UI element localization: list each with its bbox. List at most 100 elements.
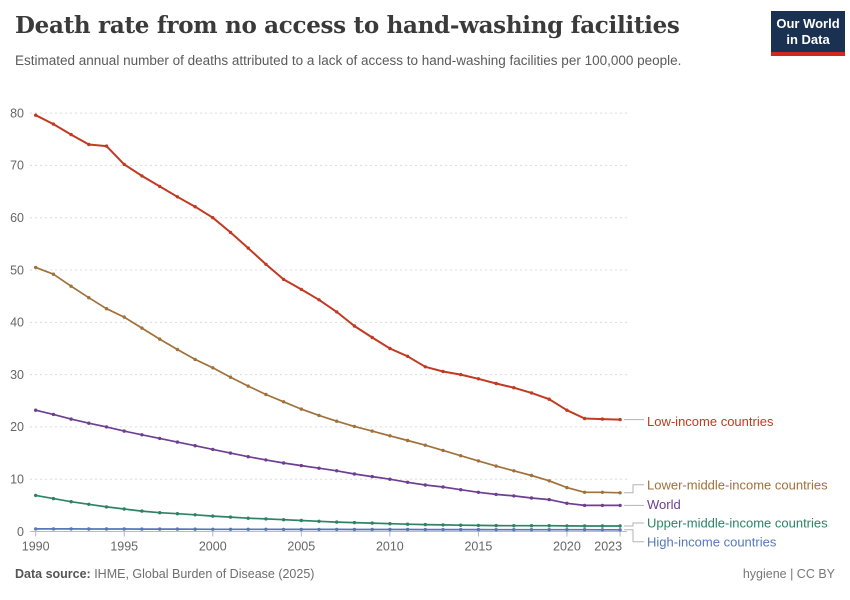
data-point[interactable] bbox=[69, 417, 73, 421]
data-point[interactable] bbox=[299, 287, 303, 292]
data-point[interactable] bbox=[281, 461, 286, 465]
data-point[interactable] bbox=[317, 298, 321, 302]
data-point[interactable] bbox=[122, 162, 126, 167]
data-point[interactable] bbox=[175, 195, 180, 199]
data-point[interactable] bbox=[582, 524, 587, 528]
data-point[interactable] bbox=[582, 416, 587, 421]
data-point[interactable] bbox=[246, 455, 250, 459]
entity-label-low-income-countries[interactable]: Low-income countries bbox=[647, 414, 774, 429]
data-point[interactable] bbox=[459, 488, 463, 492]
data-point[interactable] bbox=[547, 497, 551, 502]
data-point[interactable] bbox=[158, 511, 162, 515]
data-point[interactable] bbox=[34, 265, 38, 270]
data-point[interactable] bbox=[582, 528, 587, 532]
data-point[interactable] bbox=[352, 424, 357, 429]
data-point[interactable] bbox=[494, 523, 498, 528]
data-point[interactable] bbox=[246, 384, 250, 388]
data-point[interactable] bbox=[281, 527, 286, 532]
data-point[interactable] bbox=[51, 496, 56, 501]
data-point[interactable] bbox=[281, 400, 286, 404]
data-point[interactable] bbox=[211, 527, 215, 531]
series-high-income-countries[interactable] bbox=[34, 527, 622, 532]
data-point[interactable] bbox=[140, 326, 144, 330]
data-point[interactable] bbox=[264, 262, 268, 266]
data-point[interactable] bbox=[104, 527, 109, 531]
data-point[interactable] bbox=[228, 375, 233, 379]
data-point[interactable] bbox=[87, 142, 91, 147]
license-link[interactable]: hygiene | CC BY bbox=[742, 567, 835, 581]
data-point[interactable] bbox=[158, 337, 162, 341]
data-point[interactable] bbox=[529, 473, 534, 478]
data-point[interactable] bbox=[211, 366, 215, 370]
data-point[interactable] bbox=[476, 490, 481, 494]
data-point[interactable] bbox=[122, 429, 126, 433]
data-point[interactable] bbox=[228, 515, 233, 519]
data-point[interactable] bbox=[441, 523, 445, 527]
data-point[interactable] bbox=[158, 436, 162, 441]
series-line[interactable] bbox=[34, 528, 621, 531]
data-point[interactable] bbox=[512, 469, 516, 473]
data-point[interactable] bbox=[618, 528, 622, 532]
data-point[interactable] bbox=[34, 408, 38, 412]
data-point[interactable] bbox=[87, 502, 91, 506]
data-point[interactable] bbox=[565, 485, 569, 490]
series-line[interactable] bbox=[34, 266, 621, 494]
data-point[interactable] bbox=[618, 491, 622, 495]
data-point[interactable] bbox=[246, 527, 250, 531]
data-point[interactable] bbox=[69, 527, 73, 531]
series-world[interactable] bbox=[34, 408, 622, 508]
data-point[interactable] bbox=[193, 513, 197, 517]
data-point[interactable] bbox=[264, 517, 268, 521]
data-point[interactable] bbox=[565, 501, 569, 505]
data-point[interactable] bbox=[69, 132, 73, 137]
data-point[interactable] bbox=[140, 527, 144, 531]
data-point[interactable] bbox=[600, 503, 605, 508]
data-point[interactable] bbox=[104, 144, 109, 148]
data-point[interactable] bbox=[405, 354, 410, 358]
series-lower-middle-income-countries[interactable] bbox=[34, 265, 622, 495]
data-point[interactable] bbox=[158, 184, 162, 189]
data-point[interactable] bbox=[405, 522, 410, 526]
data-point[interactable] bbox=[34, 527, 38, 531]
data-point[interactable] bbox=[193, 357, 197, 362]
data-point[interactable] bbox=[317, 466, 321, 470]
data-point[interactable] bbox=[299, 518, 303, 523]
data-point[interactable] bbox=[317, 527, 321, 532]
data-point[interactable] bbox=[618, 524, 622, 528]
data-point[interactable] bbox=[87, 527, 91, 531]
data-point[interactable] bbox=[175, 512, 180, 516]
data-point[interactable] bbox=[441, 527, 445, 532]
data-point[interactable] bbox=[281, 277, 286, 282]
data-point[interactable] bbox=[494, 381, 498, 386]
data-point[interactable] bbox=[69, 500, 73, 504]
data-point[interactable] bbox=[388, 434, 392, 438]
data-point[interactable] bbox=[388, 477, 392, 481]
data-point[interactable] bbox=[529, 496, 534, 500]
data-point[interactable] bbox=[459, 523, 463, 527]
data-point[interactable] bbox=[335, 310, 339, 314]
data-point[interactable] bbox=[547, 528, 551, 532]
data-point[interactable] bbox=[405, 438, 410, 443]
data-point[interactable] bbox=[441, 369, 445, 374]
data-point[interactable] bbox=[51, 272, 56, 276]
data-point[interactable] bbox=[459, 454, 463, 458]
data-point[interactable] bbox=[600, 490, 605, 494]
data-point[interactable] bbox=[352, 520, 357, 525]
data-point[interactable] bbox=[370, 474, 374, 479]
data-point[interactable] bbox=[34, 113, 38, 117]
data-point[interactable] bbox=[370, 527, 374, 532]
data-point[interactable] bbox=[529, 391, 534, 395]
data-point[interactable] bbox=[476, 527, 481, 532]
data-point[interactable] bbox=[423, 443, 427, 447]
data-point[interactable] bbox=[140, 174, 144, 178]
data-point[interactable] bbox=[246, 246, 250, 250]
series-line[interactable] bbox=[34, 409, 621, 507]
data-point[interactable] bbox=[405, 480, 410, 484]
data-point[interactable] bbox=[175, 347, 180, 352]
data-point[interactable] bbox=[51, 527, 56, 531]
data-point[interactable] bbox=[51, 122, 56, 126]
data-point[interactable] bbox=[335, 520, 339, 524]
data-point[interactable] bbox=[370, 429, 374, 433]
data-point[interactable] bbox=[600, 524, 605, 528]
data-point[interactable] bbox=[618, 417, 622, 422]
